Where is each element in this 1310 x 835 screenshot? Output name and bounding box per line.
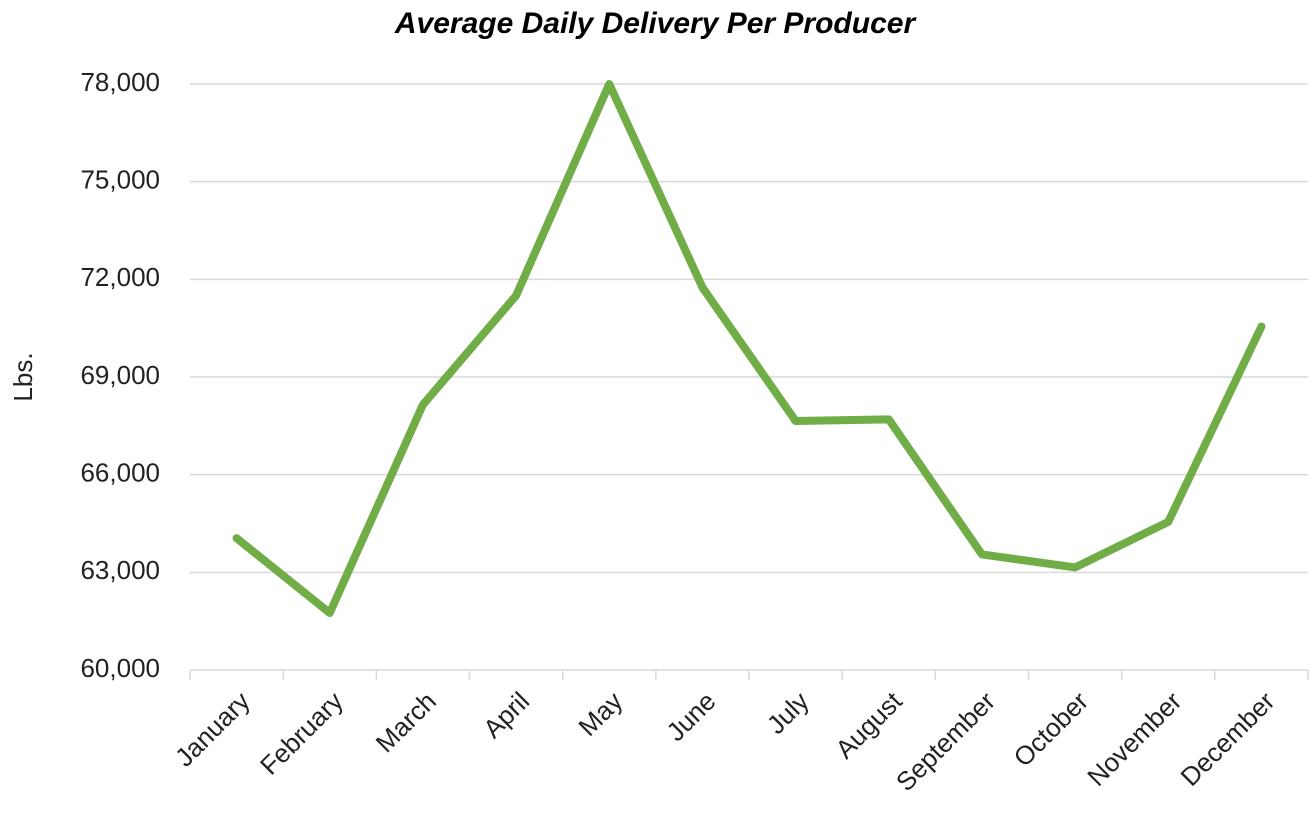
- x-tick-label: June: [660, 686, 721, 747]
- y-tick-label: 75,000: [80, 165, 160, 195]
- y-axis-label: Lbs.: [8, 352, 38, 401]
- line: [232, 80, 1266, 618]
- x-tick-label: March: [370, 686, 442, 758]
- x-tick-label: October: [1008, 686, 1095, 773]
- x-tick-label: April: [477, 686, 535, 744]
- y-tick-label: 78,000: [80, 67, 160, 97]
- y-tick-label: 69,000: [80, 360, 160, 390]
- x-tick-label: December: [1174, 686, 1280, 792]
- y-tick-label: 72,000: [80, 262, 160, 292]
- x-tick-label: August: [829, 685, 908, 764]
- x-tick-label: September: [890, 686, 1001, 797]
- chart-title: Average Daily Delivery Per Producer: [394, 7, 918, 40]
- x-tick-label: July: [761, 686, 815, 740]
- x-tick-label: May: [572, 686, 628, 742]
- x-tick-label: November: [1081, 686, 1187, 792]
- x-tick-label: January: [169, 686, 256, 773]
- y-tick-label: 60,000: [80, 653, 160, 683]
- x-tick-label: February: [254, 686, 349, 781]
- y-tick-label: 66,000: [80, 458, 160, 488]
- y-tick-label: 63,000: [80, 555, 160, 585]
